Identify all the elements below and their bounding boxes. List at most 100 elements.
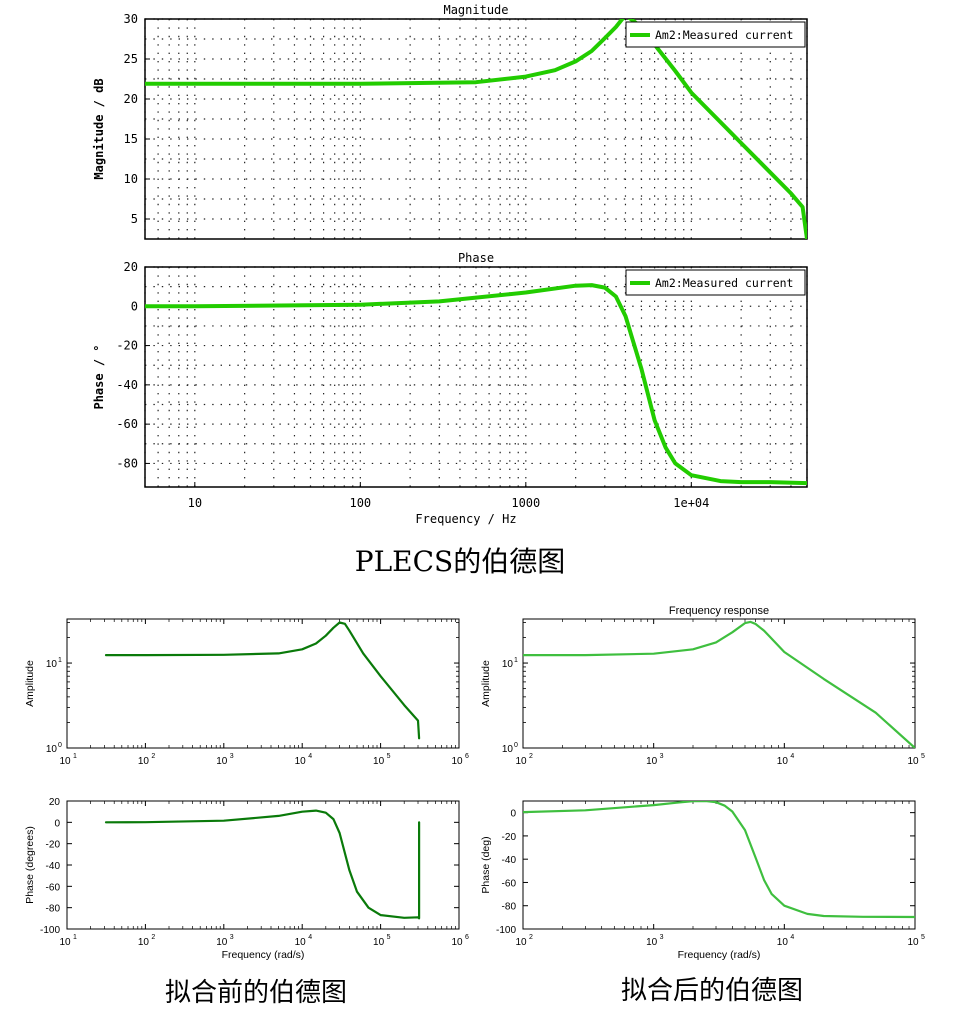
y-tick-exponent: 1 — [58, 657, 62, 664]
x-tick-exponent: 3 — [230, 753, 234, 760]
y-tick-label: 25 — [124, 52, 138, 66]
y-tick-label: 10 — [502, 744, 514, 755]
x-tick-exponent: 4 — [790, 753, 794, 760]
x-tick-label: 10 — [373, 937, 385, 948]
y-axis-label: Amplitude — [24, 660, 36, 707]
x-axis-label: Frequency / Hz — [415, 512, 516, 526]
x-tick-label: 10 — [646, 937, 658, 948]
y-tick-label: -80 — [502, 902, 517, 913]
x-tick-label: 10 — [777, 756, 789, 767]
y-tick-label: -60 — [502, 878, 517, 889]
y-tick-label: -20 — [116, 339, 138, 353]
y-tick-label: -20 — [502, 832, 517, 843]
y-axis-label: Amplitude — [480, 660, 492, 707]
y-tick-label: -100 — [40, 925, 60, 936]
y-tick-label: -80 — [116, 456, 138, 470]
x-tick-label: 10 — [907, 937, 919, 948]
x-tick-exponent: 4 — [790, 934, 794, 941]
y-tick-label: 20 — [124, 92, 138, 106]
caption-after: 拟合后的伯德图 — [621, 976, 803, 1006]
x-tick-exponent: 3 — [230, 934, 234, 941]
y-axis-label: Phase (deg) — [480, 836, 492, 893]
x-tick-exponent: 6 — [465, 753, 469, 760]
x-tick-label: 10 — [59, 756, 71, 767]
axes-box — [144, 266, 808, 488]
chart-title: Phase — [458, 251, 494, 265]
y-axis-label: Magnitude / dB — [92, 78, 106, 179]
series-line — [523, 801, 915, 919]
axes-box — [522, 800, 916, 930]
y-tick-label: -60 — [116, 417, 138, 431]
caption-before: 拟合前的伯德图 — [165, 978, 347, 1008]
x-tick-label: 10 — [515, 756, 527, 767]
caption-plecs: PLECS的伯德图 — [355, 545, 565, 578]
y-tick-label: 20 — [49, 797, 61, 808]
x-tick-label: 10 — [295, 937, 307, 948]
axes-box — [144, 18, 808, 240]
x-tick-exponent: 3 — [660, 753, 664, 760]
series-line — [104, 809, 421, 920]
x-tick-label: 10 — [515, 937, 527, 948]
x-tick-exponent: 3 — [660, 934, 664, 941]
y-tick-label: 15 — [124, 132, 138, 146]
y-tick-exponent: 0 — [58, 742, 62, 749]
y-tick-label: 0 — [510, 809, 516, 820]
y-tick-label: 20 — [124, 260, 138, 274]
x-axis-label: Frequency (rad/s) — [678, 949, 761, 961]
x-tick-label: 10 — [138, 937, 150, 948]
x-tick-exponent: 2 — [529, 753, 533, 760]
series-line — [145, 283, 807, 486]
chart-title: Magnitude — [443, 3, 508, 17]
x-tick-label: 10 — [188, 496, 202, 510]
x-tick-label: 10 — [138, 756, 150, 767]
x-tick-exponent: 5 — [387, 934, 391, 941]
x-tick-label: 1e+04 — [673, 496, 709, 510]
x-tick-label: 10 — [216, 937, 228, 948]
x-tick-label: 10 — [373, 756, 385, 767]
x-tick-exponent: 4 — [308, 934, 312, 941]
y-axis-label: Phase (degrees) — [24, 826, 36, 904]
x-tick-label: 10 — [216, 756, 228, 767]
axes-box — [66, 800, 460, 930]
x-tick-label: 10 — [451, 756, 463, 767]
x-tick-label: 100 — [349, 496, 371, 510]
x-tick-exponent: 2 — [151, 934, 155, 941]
x-tick-exponent: 4 — [308, 753, 312, 760]
x-tick-exponent: 1 — [73, 753, 77, 760]
y-tick-label: -40 — [46, 861, 61, 872]
x-tick-label: 10 — [777, 937, 789, 948]
legend-box — [625, 21, 806, 48]
legend-box — [625, 269, 806, 296]
x-tick-label: 1000 — [511, 496, 540, 510]
y-tick-label: 10 — [46, 744, 58, 755]
y-tick-exponent: 0 — [514, 742, 518, 749]
y-tick-label: 30 — [124, 12, 138, 26]
y-tick-label: -40 — [116, 378, 138, 392]
y-tick-label: -100 — [496, 925, 516, 936]
chart-plecs-magnitude: 5 10 15 20 25 30 Magnitude Magnitude / dB Am2:Me… — [92, 3, 808, 240]
x-tick-exponent: 6 — [465, 934, 469, 941]
x-tick-exponent: 1 — [73, 934, 77, 941]
y-tick-label: 0 — [131, 299, 138, 313]
y-axis-label: Phase / ° — [92, 344, 106, 409]
series-line — [145, 19, 807, 239]
x-tick-exponent: 2 — [529, 934, 533, 941]
x-tick-label: 10 — [59, 937, 71, 948]
x-axis-label: Frequency (rad/s) — [222, 949, 305, 961]
y-tick-label: -60 — [46, 882, 61, 893]
legend-entry: Am2:Measured current — [655, 276, 793, 290]
x-tick-label: 10 — [451, 937, 463, 948]
x-tick-exponent: 5 — [387, 753, 391, 760]
chart-title: Frequency response — [669, 605, 769, 617]
chart-plecs-phase: -80 -60 -40 -20 0 20 10 100 1000 1e+04 Phase Phase … — [92, 251, 808, 526]
y-tick-label: -40 — [502, 855, 517, 866]
axes-box — [522, 618, 916, 749]
series-line — [104, 621, 421, 740]
x-tick-exponent: 5 — [921, 753, 925, 760]
x-tick-exponent: 2 — [151, 753, 155, 760]
